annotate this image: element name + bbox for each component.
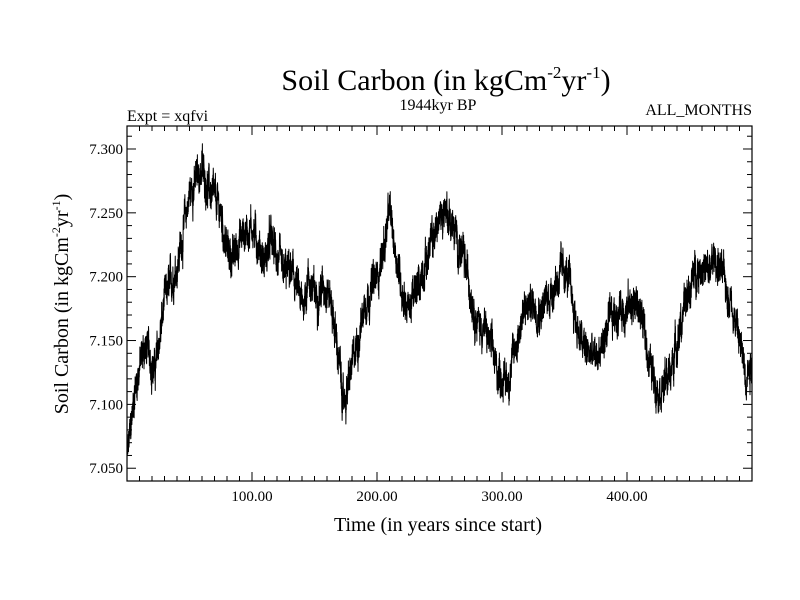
y-tick-label: 7.200 [89, 270, 123, 286]
axis-tick-labels: 100.00 200.00 300.00 400.00 7.050 7.100 7.150 7… [89, 142, 647, 505]
y-axis-title: Soil Carbon (in kgCm-2yr-1) [49, 194, 73, 415]
x-tick-label: 100.00 [231, 489, 272, 505]
plot-frame [126, 125, 753, 482]
y-tick-label: 7.050 [89, 461, 123, 477]
series-line [126, 143, 753, 465]
chart-title: Soil Carbon (in kgCm-2yr-1) [281, 63, 610, 97]
x-axis-title: Time (in years since start) [334, 514, 542, 536]
y-tick-label: 7.100 [89, 397, 123, 413]
y-tick-label: 7.300 [89, 142, 123, 158]
x-tick-label: 200.00 [356, 489, 397, 505]
y-tick-label: 7.150 [89, 334, 123, 350]
axis-ticks [127, 126, 752, 481]
x-tick-label: 300.00 [481, 489, 522, 505]
y-tick-label: 7.250 [89, 206, 123, 222]
experiment-label: Expt = xqfvi [127, 108, 209, 125]
period-label: 1944kyr BP [400, 97, 477, 114]
months-label: ALL_MONTHS [645, 102, 752, 119]
x-tick-label: 400.00 [606, 489, 647, 505]
series-layer [126, 143, 753, 465]
